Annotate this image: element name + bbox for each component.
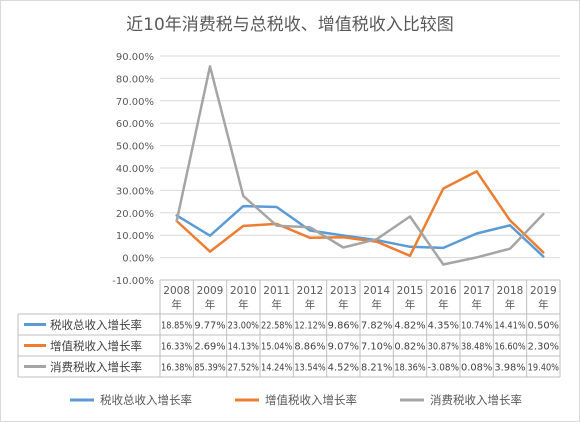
table-cell: 2.30% (528, 342, 559, 353)
table-cell: 14.13% (228, 342, 259, 353)
table-cell: 27.52% (228, 363, 259, 374)
table-cell: 16.38% (161, 363, 192, 374)
y-tick-label: 20.00% (116, 209, 154, 220)
table-series-name: 消费税收入增长率 (50, 360, 142, 374)
table-cell: 22.58% (261, 321, 292, 332)
y-tick-label: -10.00% (112, 276, 154, 287)
y-tick-label: 50.00% (116, 142, 154, 153)
table-cell: 19.40% (528, 363, 559, 374)
table-cell: 16.33% (161, 342, 192, 353)
x-category-label: 2013 年 (330, 285, 357, 311)
table-cell: 14.24% (261, 363, 292, 374)
table-cell: 7.82% (361, 321, 392, 332)
y-tick-label: 30.00% (116, 186, 154, 197)
chart-title: 近10年消费税与总税收、增值税收入比较图 (126, 15, 454, 35)
table-cell: 9.77% (194, 321, 225, 332)
series-line (175, 170, 545, 258)
table-cell: 38.48% (461, 342, 492, 353)
x-category-label: 2012 年 (297, 285, 324, 311)
table-cell: 4.82% (394, 321, 425, 332)
table-cell: 12.12% (294, 321, 325, 332)
table-cell: 15.04% (261, 342, 292, 353)
table-series-name: 税收总收入增长率 (50, 318, 142, 332)
table-cell: 0.50% (528, 321, 559, 332)
y-axis-ticks: 90.00% 80.00% 70.00% 60.00% 50.00% 40.00% 30.0… (112, 52, 154, 287)
gridlines (160, 55, 560, 281)
y-tick-label: 70.00% (116, 97, 154, 108)
table-series-name: 增值税收入增长率 (50, 339, 142, 353)
x-category-label: 2014 年 (363, 285, 390, 311)
table-cell: 8.86% (294, 342, 325, 353)
table-cell: 18.36% (394, 363, 425, 374)
y-tick-label: 90.00% (116, 52, 154, 63)
table-cell: 4.35% (428, 321, 459, 332)
x-category-label: 2008 年 (163, 285, 190, 311)
x-category-label: 2016 年 (430, 285, 457, 311)
table-cell: 7.10% (361, 342, 392, 353)
x-category-label: 2018 年 (497, 285, 524, 311)
x-category-label: 2019 年 (530, 285, 557, 311)
y-tick-label: 80.00% (116, 74, 154, 85)
table-cell: 14.41% (494, 321, 525, 332)
x-category-label: 2009 年 (197, 285, 224, 311)
table-cell: 8.21% (361, 363, 392, 374)
table-cell: 2.69% (194, 342, 225, 353)
legend: 税收总收入增长率 增值税收入增长率 消费税收入增长率 (70, 393, 522, 407)
x-category-label: 2010 年 (230, 285, 257, 311)
y-tick-label: 10.00% (116, 231, 154, 242)
table-cell: 10.74% (461, 321, 492, 332)
legend-label: 消费税收入增长率 (430, 393, 522, 407)
table-cell: 85.39% (194, 363, 225, 374)
y-tick-label: 40.00% (116, 164, 154, 175)
series-lines (175, 65, 545, 266)
legend-label: 增值税收入增长率 (265, 393, 357, 407)
table-cell: 16.60% (494, 342, 525, 353)
x-category-label: 2017 年 (463, 285, 490, 311)
y-tick-label: 60.00% (116, 119, 154, 130)
table-cell: 9.86% (328, 321, 359, 332)
legend-label: 税收总收入增长率 (100, 393, 192, 407)
y-tick-label: 0.00% (122, 254, 154, 265)
x-category-label: 2011 年 (263, 285, 290, 311)
table-cell: 3.98% (494, 363, 525, 374)
series-line (175, 204, 545, 258)
table-cell: 9.07% (328, 342, 359, 353)
x-category-label: 2015 年 (397, 285, 424, 311)
series-line (175, 65, 545, 266)
table-cell: 23.00% (228, 321, 259, 332)
table-cell: 4.52% (328, 363, 359, 374)
table-cell: -3.08% (428, 363, 459, 374)
table-cell: 0.08% (461, 363, 492, 374)
table-cell: 13.54% (294, 363, 325, 374)
table-cell: 0.82% (394, 342, 425, 353)
table-cell: 30.87% (428, 342, 459, 353)
table-cell: 18.85% (161, 321, 192, 332)
